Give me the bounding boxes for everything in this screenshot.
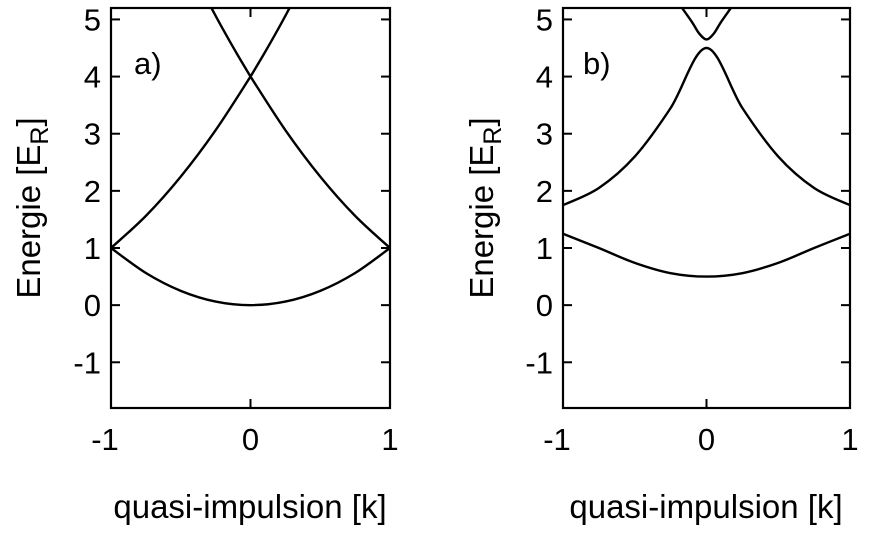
y-tick-label-a: 3 [84,117,101,152]
y-axis-label-b-close: ] [463,117,500,126]
x-tick-label-a: 1 [381,422,398,457]
y-tick-label-b: 3 [536,117,553,152]
y-tick-label-b: 2 [536,174,553,209]
panel-b: -1 0 1 2 3 4 5 -1 0 1 b) quasi-impulsion [k] Ener… [463,2,859,525]
y-tick-label-b: 0 [536,288,553,323]
band-curve-b-3 [681,7,732,41]
y-axis-label-a-sub: R [26,127,54,145]
x-tick-label-b: 0 [698,422,715,457]
x-axis-label-a: quasi-impulsion [k] [113,488,386,525]
y-tick-label-a: 5 [84,2,101,37]
panel-label-b: b) [583,46,611,81]
y-tick-label-a: 1 [84,231,101,266]
y-tick-label-b: 4 [536,60,553,95]
band-curve-a-1 [110,247,391,307]
y-tick-label-b: -1 [525,345,553,380]
bands-b [562,7,851,278]
y-axis-label-a-close: ] [10,117,47,126]
panel-label-a: a) [134,46,162,81]
y-axis-label-b-sub: R [479,127,507,145]
y-tick-label-a: 2 [84,174,101,209]
band-curve-a-2 [110,75,252,249]
y-axis-label-a-main: Energie [E [10,145,47,299]
x-tick-label-a: 0 [242,422,259,457]
band-curve-a-3 [249,75,391,249]
y-axis-label-a: Energie [ER] [10,117,54,298]
panel-a: -1 0 1 2 3 4 5 -1 0 1 a) quasi-impulsion [k] Ener… [10,2,399,525]
y-tick-label-b: 5 [536,2,553,37]
y-tick-label-a: 0 [84,288,101,323]
x-tick-label-b: 1 [841,422,858,457]
bands-a [110,7,391,307]
y-axis-label-b: Energie [ER] [463,117,507,298]
ticks-b: -1 0 1 2 3 4 5 -1 0 1 [525,2,858,457]
y-tick-label-a: -1 [73,345,101,380]
ticks-a: -1 0 1 2 3 4 5 -1 0 1 [73,2,398,457]
band-curve-b-2 [562,46,851,207]
y-tick-label-b: 1 [536,231,553,266]
band-curve-b-1 [562,232,851,278]
y-tick-label-a: 4 [84,60,101,95]
band-curve-a-4 [210,7,252,78]
x-tick-label-b: -1 [543,422,571,457]
x-axis-label-b: quasi-impulsion [k] [569,488,842,525]
band-curve-a-5 [249,7,291,78]
y-axis-label-b-main: Energie [E [463,145,500,299]
x-tick-label-a: -1 [91,422,119,457]
